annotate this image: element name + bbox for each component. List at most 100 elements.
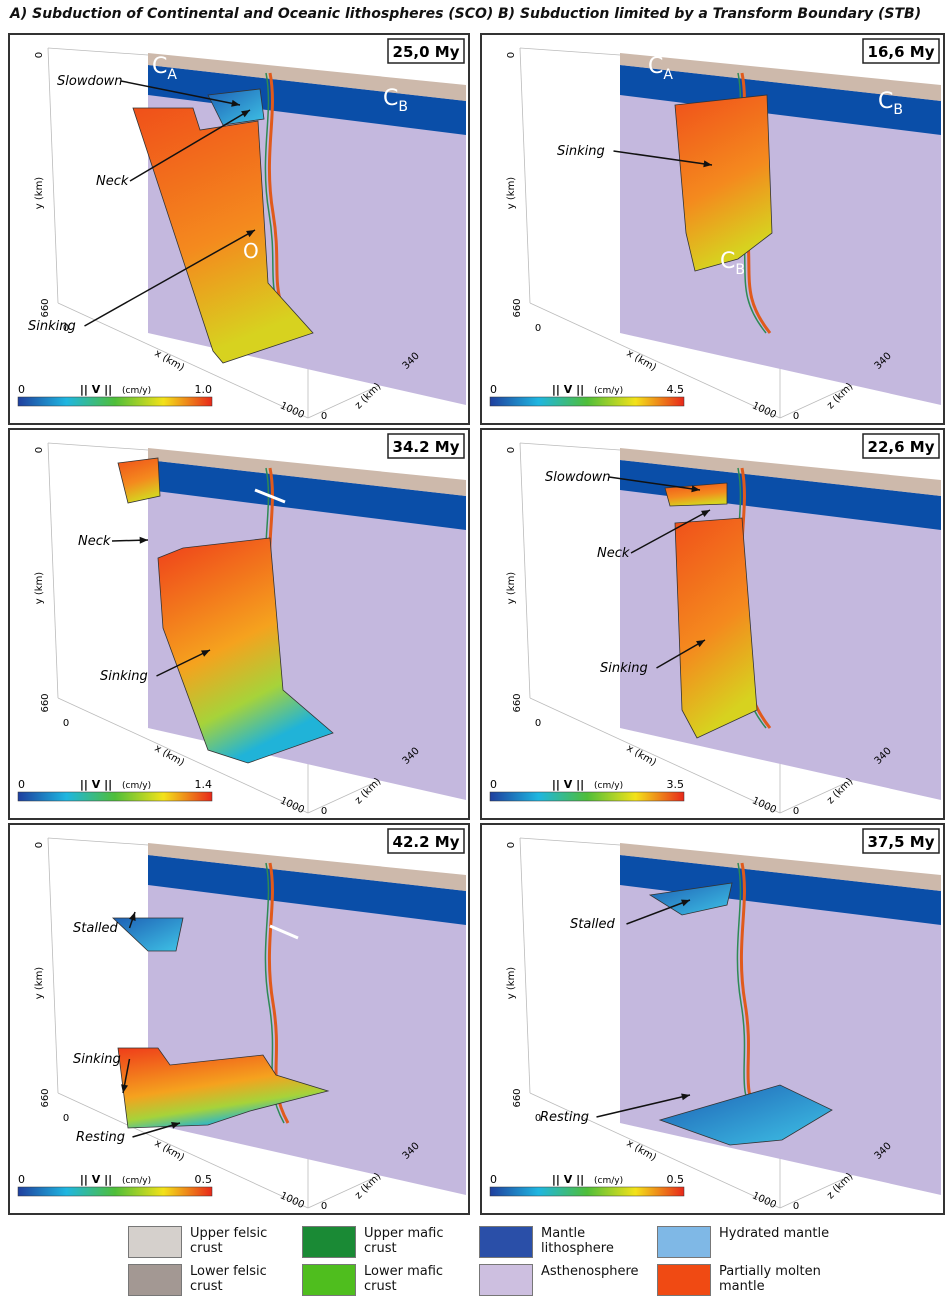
colorbar xyxy=(17,791,213,802)
annotation-arrow xyxy=(630,509,711,554)
axis-label: 0 xyxy=(535,323,541,334)
axis-label: 0 xyxy=(506,842,517,848)
time-box xyxy=(387,828,465,854)
colorbar-max: 1.4 xyxy=(195,778,213,791)
colorbar-max: 0.5 xyxy=(667,1173,685,1186)
legend-item: Upper mafic crust xyxy=(302,1226,454,1258)
motion-arrow xyxy=(269,924,299,940)
colorbar-unit: (cm/y) xyxy=(122,1176,151,1186)
box-edge xyxy=(519,442,621,451)
legend-item: Upper felsic crust xyxy=(128,1226,280,1258)
colorbar xyxy=(489,1186,685,1197)
slab xyxy=(664,482,728,507)
axis-label: 0 xyxy=(34,52,45,58)
box-edge xyxy=(47,442,59,699)
annotation: Slowdown xyxy=(57,74,123,89)
lithosphere xyxy=(620,460,941,530)
colorbar xyxy=(489,791,685,802)
annotation-arrow xyxy=(608,476,701,491)
annotation: Neck xyxy=(96,174,129,189)
annotation-arrow xyxy=(626,899,691,925)
colorbar-min: 0 xyxy=(18,778,25,791)
legend-item: Hydrated mantle xyxy=(657,1226,839,1258)
annotation-arrow xyxy=(613,150,713,166)
motion-arrow xyxy=(254,488,286,504)
axis-label: 0 xyxy=(506,447,517,453)
annotation: Resting xyxy=(540,1110,589,1125)
axis-label: 0 xyxy=(506,52,517,58)
colorbar-min: 0 xyxy=(490,1173,497,1186)
colorbar-max: 0.5 xyxy=(195,1173,213,1186)
legend-swatch xyxy=(302,1226,356,1258)
arrow-head xyxy=(121,1084,128,1093)
annotation: Neck xyxy=(78,534,111,549)
axis-label: 0 xyxy=(793,806,799,817)
colorbar-label: || V || xyxy=(552,778,584,791)
axis-label: y (km) xyxy=(506,177,517,210)
lithosphere xyxy=(148,855,466,925)
box-edge xyxy=(47,837,149,846)
box-edge xyxy=(519,47,531,304)
axis-label: y (km) xyxy=(34,177,45,210)
colorbar-label: || V || xyxy=(80,778,112,791)
axis-label: 0 xyxy=(535,718,541,729)
colorbar xyxy=(489,396,685,407)
legend-swatch xyxy=(479,1264,533,1296)
time-label: 37,5 My xyxy=(868,833,935,851)
arrow-head xyxy=(171,1121,180,1129)
annotation-arrow xyxy=(156,649,211,677)
colorbar-label: || V || xyxy=(80,383,112,396)
axis-label: 660 xyxy=(512,298,523,317)
legend-label: Lower felsic crust xyxy=(190,1264,267,1294)
legend-item: Partially molten mantle xyxy=(657,1264,839,1296)
arrow-head xyxy=(128,912,136,921)
annotation-arrow xyxy=(129,109,251,182)
legend-swatch xyxy=(657,1264,711,1296)
axis-label: 0 xyxy=(63,718,69,729)
crust xyxy=(148,448,466,496)
arrow-head xyxy=(139,536,148,544)
axis-label: 660 xyxy=(40,1088,51,1107)
axis-label: 0 xyxy=(321,806,327,817)
lithosphere xyxy=(148,65,466,135)
arrow-head xyxy=(201,650,210,657)
annotation: Neck xyxy=(597,546,630,561)
annotation: Sinking xyxy=(73,1052,121,1067)
legend-swatch xyxy=(657,1226,711,1258)
arrow-head xyxy=(691,485,700,493)
box-edge xyxy=(529,1092,781,1209)
arrow-head xyxy=(231,99,240,107)
box-edge xyxy=(519,837,621,846)
slab xyxy=(207,88,265,126)
legend-item: Asthenosphere xyxy=(479,1264,651,1296)
time-box xyxy=(862,828,940,854)
colorbar-label: || V || xyxy=(80,1173,112,1186)
annotation-arrow xyxy=(120,80,241,106)
axis-label: 660 xyxy=(40,298,51,317)
axis-label: 660 xyxy=(40,693,51,712)
legend-swatch xyxy=(302,1264,356,1296)
column-title: B) Subduction limited by a Transform Bou… xyxy=(498,6,922,22)
region-label: O xyxy=(243,239,259,263)
axis-label: 0 xyxy=(63,1113,69,1124)
box-edge xyxy=(519,47,621,56)
annotation: Sinking xyxy=(600,661,648,676)
axis-label: y (km) xyxy=(34,967,45,1000)
axis-label: 0 xyxy=(321,1201,327,1212)
time-label: 16,6 My xyxy=(868,43,935,61)
axis-label: 0 xyxy=(63,323,69,334)
colorbar-min: 0 xyxy=(490,383,497,396)
colorbar-max: 3.5 xyxy=(667,778,685,791)
box-edge xyxy=(519,837,531,1094)
crust xyxy=(148,843,466,891)
axis-label: 0 xyxy=(34,447,45,453)
colorbar-min: 0 xyxy=(18,1173,25,1186)
box-edge xyxy=(57,302,309,419)
colorbar-label: || V || xyxy=(552,383,584,396)
crust xyxy=(620,843,941,891)
box-edge xyxy=(57,1092,309,1209)
column-title: A) Subduction of Continental and Oceanic… xyxy=(10,6,494,22)
